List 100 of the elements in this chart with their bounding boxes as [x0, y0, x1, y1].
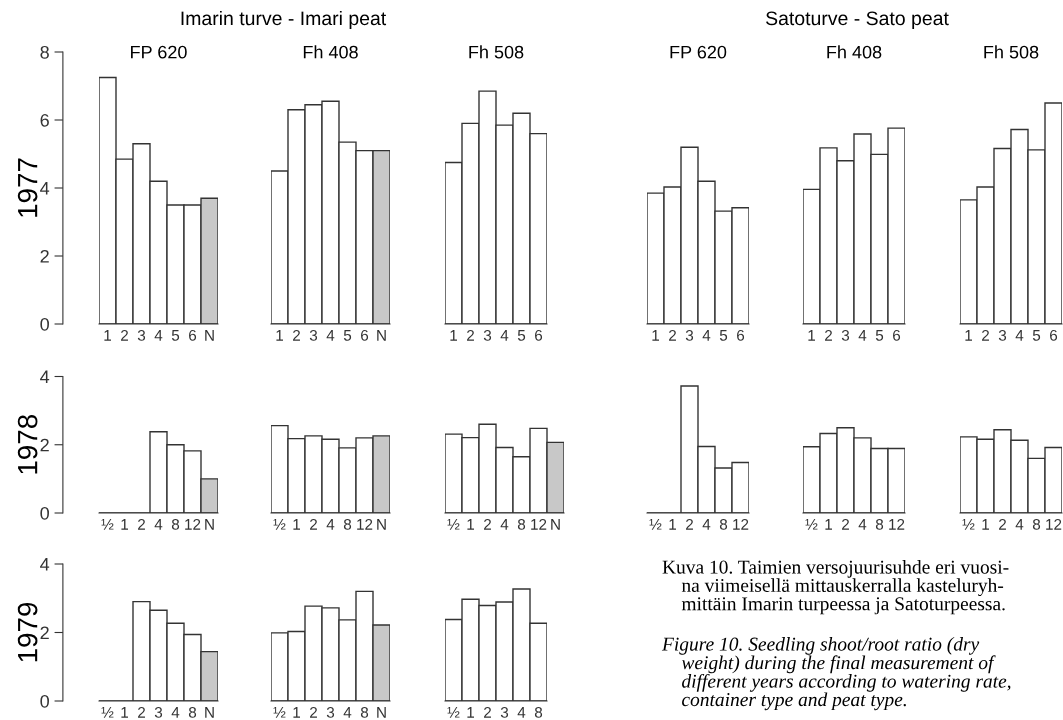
x-tick-label: 1: [467, 519, 474, 530]
y-tick-label: 6: [40, 113, 49, 127]
x-tick-label: 4: [154, 519, 163, 530]
chart-title: Fh 508: [469, 45, 524, 59]
x-tick-label: 2: [484, 518, 491, 530]
x-tick-label: 2: [138, 706, 145, 718]
x-tick-label: 2: [686, 518, 693, 530]
x-tick-label: 3: [137, 329, 146, 341]
chart-title: Fh 408: [827, 45, 882, 59]
x-tick-label: 4: [858, 519, 867, 530]
x-tick-label: ½: [649, 519, 662, 530]
chart-title: FP 620: [131, 45, 187, 59]
x-tick-label: N: [377, 519, 386, 530]
x-tick-label: 2: [310, 518, 317, 530]
x-tick-label: 12: [185, 518, 201, 530]
text: Imarin turve - Imari peat: [181, 10, 387, 30]
x-tick-label: 8: [1032, 518, 1041, 530]
x-tick-label: 12: [1046, 518, 1062, 530]
x-tick-label: 6: [361, 329, 369, 341]
chart-title: FP 620: [670, 45, 727, 59]
x-tick-label: 1: [121, 519, 128, 530]
y-tick-label: 8: [40, 45, 49, 59]
x-tick-label: 4: [858, 330, 867, 341]
x-tick-label: 12: [733, 518, 749, 530]
x-tick-label: 3: [500, 706, 509, 718]
x-tick-label: 1: [965, 330, 972, 341]
x-tick-label: 4: [343, 707, 352, 718]
x-tick-label: 6: [189, 329, 197, 341]
x-tick-label: 2: [467, 329, 474, 341]
x-tick-label: 4: [1015, 330, 1024, 341]
x-tick-label: 8: [171, 518, 180, 530]
x-tick-label: 1: [652, 330, 659, 341]
x-tick-label: 4: [154, 330, 163, 341]
x-tick-label: 8: [343, 518, 352, 530]
x-tick-label: 1: [293, 519, 300, 530]
x-tick-label: 1: [982, 519, 989, 530]
x-tick-label: ½: [101, 519, 114, 530]
x-tick-label: N: [205, 707, 214, 718]
x-tick-label: 5: [875, 330, 884, 341]
x-tick-label: 5: [343, 330, 352, 341]
x-tick-label: 3: [326, 706, 335, 718]
x-tick-label: 3: [841, 329, 850, 341]
text: Kuva 10. Taimien versojuurisuhde eri vuosi- na viimeisellä mittauskerralla kasteluryh- mittäin Imarin turpeessa ja Satoturpeessa.: [662, 560, 1009, 615]
text: Satoturve - Sato peat: [766, 11, 949, 30]
x-tick-label: 1: [467, 707, 474, 718]
x-tick-label: 1: [121, 707, 128, 718]
x-tick-label: 4: [171, 707, 180, 718]
x-tick-label: 2: [669, 329, 676, 341]
chart-title: Fh 408: [303, 45, 358, 59]
x-tick-label: 5: [517, 330, 526, 341]
x-tick-label: 4: [500, 519, 509, 530]
x-tick-label: ½: [805, 519, 818, 530]
x-tick-label: 2: [484, 706, 491, 718]
x-tick-label: 5: [1032, 330, 1041, 341]
y-tick-label: 2: [40, 249, 49, 263]
x-tick-label: 2: [121, 329, 128, 341]
x-tick-label: 1: [669, 519, 676, 530]
x-tick-label: 5: [719, 330, 728, 341]
y-axis-title: 1979: [17, 602, 38, 662]
x-tick-label: 1: [293, 707, 300, 718]
y-tick-label: 4: [40, 182, 50, 195]
x-tick-label: 4: [500, 330, 509, 341]
x-tick-label: 3: [685, 329, 694, 341]
x-tick-label: 2: [825, 329, 832, 341]
x-tick-label: ½: [273, 519, 286, 530]
y-tick-label: 4: [40, 558, 50, 571]
x-tick-label: 3: [154, 706, 163, 718]
y-tick-label: 4: [40, 370, 50, 384]
x-tick-label: 1: [276, 330, 283, 341]
x-tick-label: 6: [1050, 329, 1058, 341]
x-tick-label: 4: [702, 519, 711, 530]
x-tick-label: 8: [719, 518, 728, 530]
x-tick-label: 8: [360, 706, 369, 718]
y-tick-label: 2: [40, 438, 49, 452]
x-tick-label: 12: [531, 518, 547, 530]
x-tick-label: 5: [171, 330, 180, 341]
x-tick-label: 4: [326, 330, 335, 341]
y-tick-label: 0: [40, 317, 49, 331]
x-tick-label: ½: [447, 519, 460, 530]
x-tick-label: 2: [310, 706, 317, 718]
x-tick-label: 4: [1015, 519, 1024, 530]
x-tick-label: N: [205, 330, 214, 341]
x-tick-label: 3: [483, 329, 492, 341]
x-tick-label: 6: [535, 329, 543, 341]
x-tick-label: ½: [273, 707, 286, 718]
x-tick-label: N: [377, 330, 386, 341]
x-tick-label: ½: [101, 707, 114, 718]
x-tick-label: 12: [357, 518, 373, 530]
caption: Figure 10. Seedling shoot/root ratio (dry weight) during the final measurement of different years according to watering rate, container type and peat type.: [661, 637, 1011, 711]
x-tick-label: 1: [450, 330, 457, 341]
y-tick-label: 2: [40, 626, 49, 640]
x-tick-label: 4: [326, 519, 335, 530]
x-tick-label: 3: [309, 329, 318, 341]
x-tick-label: N: [377, 707, 386, 718]
x-tick-label: 12: [889, 518, 905, 530]
x-tick-label: 2: [842, 518, 849, 530]
x-tick-label: 8: [188, 706, 197, 718]
x-tick-label: 1: [808, 330, 815, 341]
x-tick-label: ½: [447, 707, 460, 718]
y-axis-title: 1977: [17, 158, 38, 217]
